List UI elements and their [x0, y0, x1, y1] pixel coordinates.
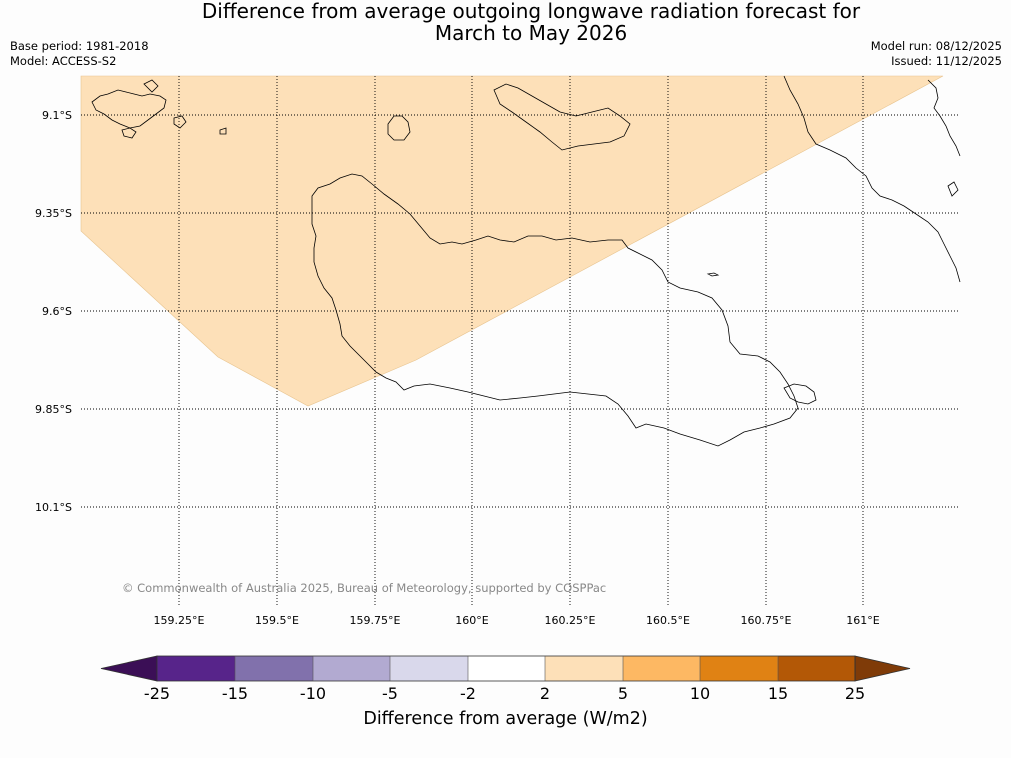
coastline-nw-small-2	[173, 115, 187, 129]
lat-label: 10.1°S	[35, 501, 72, 514]
colorbar-tick: -5	[382, 684, 398, 703]
colorbar-tick: 25	[845, 684, 865, 703]
lon-label: 161°E	[846, 614, 879, 627]
colorbar-tick: 2	[540, 684, 550, 703]
colorbar-title: Difference from average (W/m2)	[363, 709, 648, 729]
colorbar-segment	[157, 656, 235, 681]
colorbar-tick: 15	[768, 684, 788, 703]
copyright-notice: © Commonwealth of Australia 2025, Bureau…	[122, 581, 607, 595]
meta-right: Model run: 08/12/2025 Issued: 11/12/2025	[871, 39, 1002, 69]
lon-labels: 159.25°E 159.5°E 159.75°E 160°E 160.25°E…	[154, 614, 880, 627]
lon-label: 159.25°E	[154, 614, 205, 627]
meta-left: Base period: 1981-2018 Model: ACCESS-S2	[10, 39, 149, 69]
coastline-nw-small-3	[219, 127, 227, 135]
lon-label: 160.5°E	[646, 614, 690, 627]
colorbar-segment	[313, 656, 390, 681]
issued-date: Issued: 11/12/2025	[891, 54, 1002, 68]
colorbar-segment	[235, 656, 313, 681]
coastline-n-islands	[493, 83, 631, 151]
lat-labels: 9.1°S 9.35°S 9.6°S 9.85°S 10.1°S	[35, 109, 72, 514]
coastlines	[91, 75, 961, 447]
model-name: Model: ACCESS-S2	[10, 54, 117, 68]
coastline-islet	[706, 272, 720, 277]
lon-label: 160.75°E	[741, 614, 792, 627]
lat-label: 9.6°S	[42, 305, 72, 318]
lat-label: 9.35°S	[35, 207, 72, 220]
lon-label: 160°E	[455, 614, 488, 627]
chart-title: Difference from average outgoing longwav…	[0, 0, 1011, 44]
colorbar-segment	[623, 656, 700, 681]
coastline-nw-small-4	[143, 79, 159, 93]
colorbar-segment	[468, 656, 545, 681]
lat-label: 9.1°S	[42, 109, 72, 122]
colorbar-outline	[156, 655, 856, 682]
title-line-2: March to May 2026	[434, 21, 628, 45]
colorbar-extend-high	[854, 655, 911, 682]
colorbar-segment	[700, 656, 778, 681]
title-line-1: Difference from average outgoing longwav…	[201, 0, 861, 23]
colorbar-tick: -2	[460, 684, 476, 703]
base-period: Base period: 1981-2018	[10, 39, 149, 53]
coastline-ne	[927, 79, 961, 157]
colorbar-extend-low	[100, 655, 158, 682]
model-run: Model run: 08/12/2025	[870, 39, 1002, 53]
colorbar-segment	[545, 656, 623, 681]
colorbar: -25 -15 -10 -5 -2 2 5 10 15 25	[100, 655, 911, 703]
colorbar-segment	[778, 656, 855, 681]
lon-label: 160.25°E	[545, 614, 596, 627]
coastline-ne-small	[947, 181, 959, 197]
coastline-small-island-se	[783, 383, 817, 405]
graticule	[81, 76, 960, 605]
colorbar-tick: 10	[690, 684, 710, 703]
coastline-nw-small-1	[121, 127, 137, 139]
coastline-round-island	[387, 115, 411, 141]
colorbar-tick: -10	[300, 684, 326, 703]
lat-label: 9.85°S	[35, 403, 72, 416]
colorbar-tick: -25	[144, 684, 170, 703]
coastline-east	[783, 75, 961, 283]
colorbar-tick: 5	[618, 684, 628, 703]
colorbar-segment	[390, 656, 468, 681]
coastline-nw-islands	[91, 89, 167, 129]
anomaly-shading	[80, 75, 944, 407]
colorbar-tick: -15	[222, 684, 248, 703]
coastline-main-island	[311, 173, 799, 447]
lon-label: 159.5°E	[255, 614, 299, 627]
lon-label: 159.75°E	[350, 614, 401, 627]
